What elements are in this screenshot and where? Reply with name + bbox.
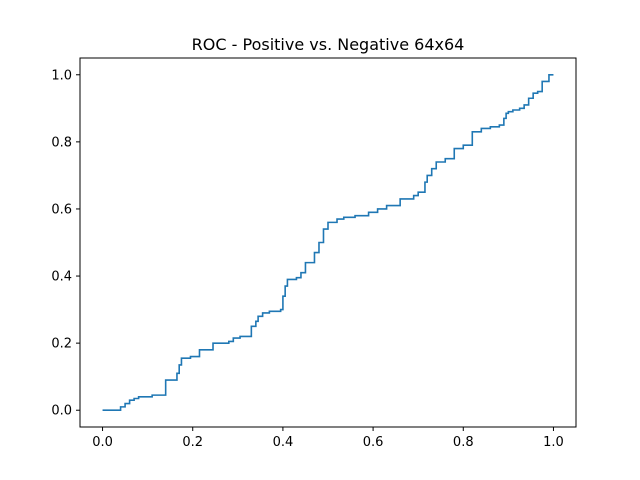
series-layer xyxy=(102,73,554,412)
x-tick-label: 0.0 xyxy=(92,435,113,450)
y-tick-label: 0.4 xyxy=(51,270,72,285)
y-axis: 0.0 0.2 0.4 0.6 0.8 1.0 xyxy=(51,68,80,419)
x-tick-label: 0.4 xyxy=(273,435,294,450)
x-tick-label: 0.8 xyxy=(453,435,474,450)
x-tick-label: 0.2 xyxy=(182,435,203,450)
x-tick-label: 1.0 xyxy=(543,435,564,450)
plot-area xyxy=(79,57,577,428)
y-tick-label: 1.0 xyxy=(51,68,72,83)
y-tick-label: 0.8 xyxy=(51,135,72,150)
y-tick-label: 0.0 xyxy=(51,404,72,419)
x-tick-label: 0.6 xyxy=(363,435,384,450)
y-tick-label: 0.6 xyxy=(51,202,72,217)
y-tick-label: 0.2 xyxy=(51,337,72,352)
x-axis: 0.0 0.2 0.4 0.6 0.8 1.0 xyxy=(92,427,564,450)
chart-title: ROC - Positive vs. Negative 64x64 xyxy=(192,35,465,54)
roc-curve xyxy=(102,73,554,412)
